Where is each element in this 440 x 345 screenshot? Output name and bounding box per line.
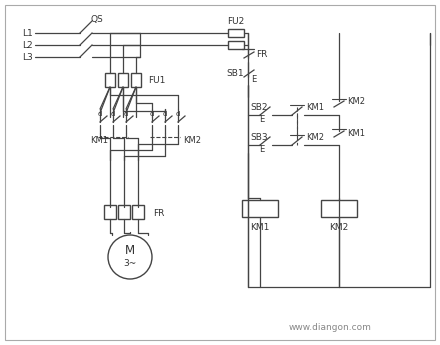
Bar [105, 73, 115, 87]
Text: M: M [125, 244, 135, 256]
Text: SB1: SB1 [226, 69, 244, 78]
Text: KM2: KM2 [347, 97, 365, 106]
Text: L3: L3 [22, 52, 33, 61]
Bar [118, 205, 130, 219]
Text: E: E [259, 115, 264, 124]
Bar [131, 73, 141, 87]
Text: FR: FR [153, 208, 165, 217]
Bar [228, 41, 244, 49]
Text: L2: L2 [22, 40, 33, 49]
Bar [228, 29, 244, 37]
Text: SB2: SB2 [250, 102, 268, 111]
Text: KM1: KM1 [90, 136, 108, 145]
Text: FU2: FU2 [227, 17, 245, 26]
Text: KM1: KM1 [306, 102, 324, 111]
Text: E: E [259, 145, 264, 154]
Text: KM2: KM2 [330, 223, 348, 231]
Text: www.diangon.com: www.diangon.com [289, 323, 371, 332]
Text: d: d [150, 111, 154, 117]
Text: SB3: SB3 [250, 132, 268, 141]
Bar [242, 200, 278, 217]
Text: E: E [251, 75, 256, 83]
Text: d: d [176, 111, 180, 117]
Bar [132, 205, 144, 219]
Text: KM2: KM2 [183, 136, 201, 145]
Bar [321, 200, 357, 217]
Text: KM1: KM1 [250, 223, 270, 231]
Text: QS: QS [90, 14, 103, 23]
Text: FR: FR [256, 49, 268, 59]
Text: FU1: FU1 [148, 76, 165, 85]
Text: L1: L1 [22, 29, 33, 38]
Text: KM1: KM1 [347, 128, 365, 138]
Bar [118, 73, 128, 87]
Text: d: d [163, 111, 167, 117]
Text: d: d [111, 111, 115, 117]
Text: KM2: KM2 [306, 132, 324, 141]
Text: 3~: 3~ [123, 259, 137, 268]
Bar [104, 205, 116, 219]
Text: d: d [98, 111, 102, 117]
Text: d: d [124, 111, 128, 117]
